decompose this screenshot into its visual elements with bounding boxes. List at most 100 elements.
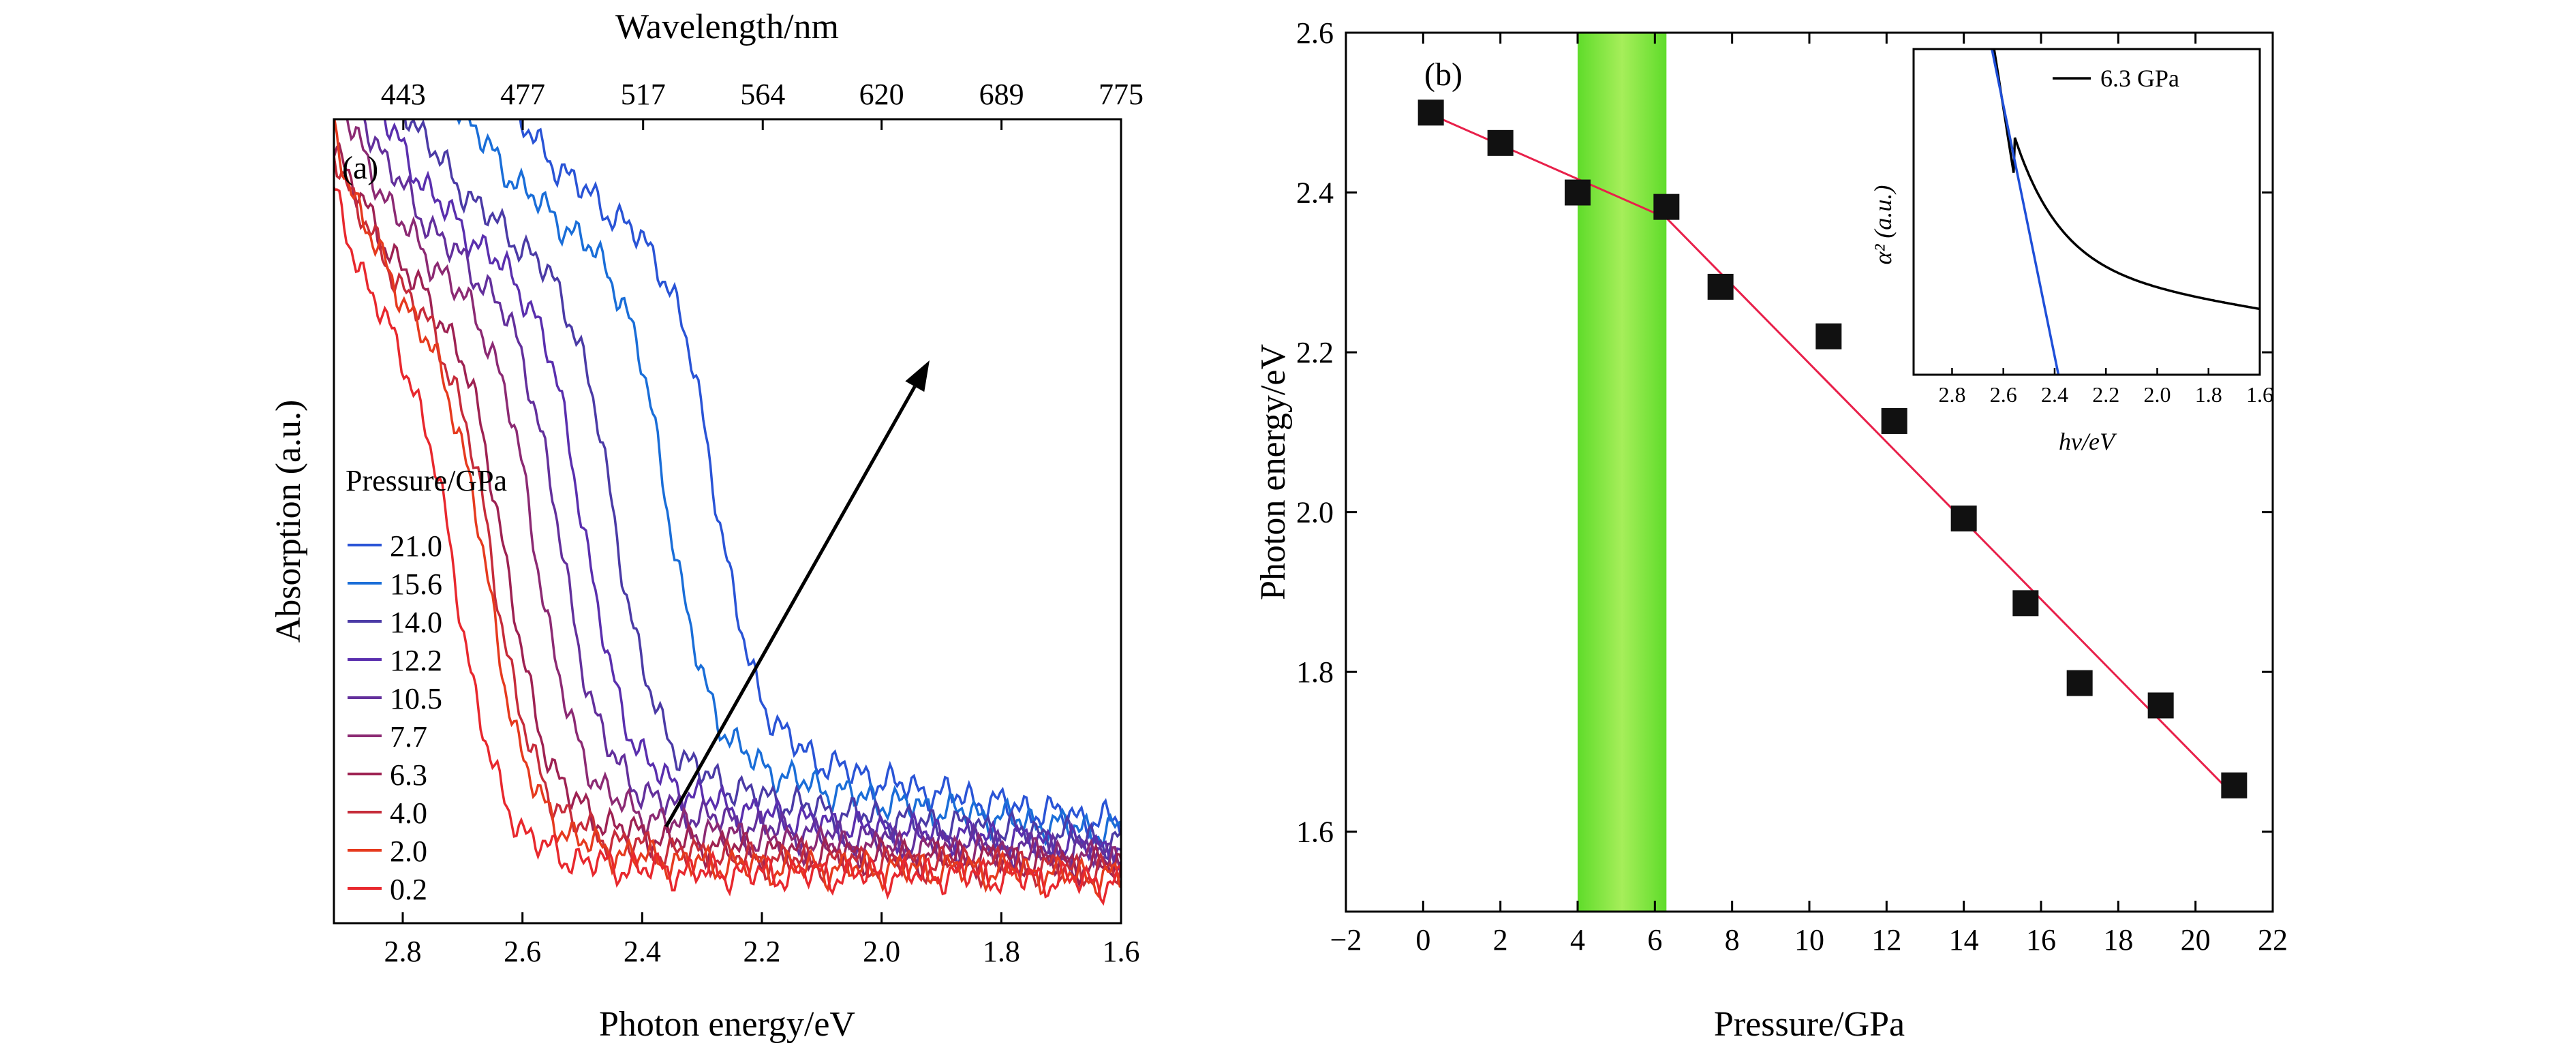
absorption-series-7.7 — [346, 119, 1121, 883]
inset-x-tick-label: 1.6 — [2246, 382, 2273, 407]
data-point — [1881, 407, 1907, 434]
y-tick-label: 2.0 — [1296, 496, 1334, 529]
panel-a-x-ticks: 2.8 2.6 2.4 2.2 2.0 1.8 1.6 — [384, 912, 1140, 968]
absorption-series-10.5 — [363, 119, 1121, 873]
data-point — [2012, 590, 2039, 617]
legend-entry: 21.0 — [390, 529, 442, 563]
inset-x-tick-label: 2.0 — [2143, 382, 2171, 407]
fit-lines — [1422, 110, 2235, 797]
x-tick-label: 1.8 — [983, 935, 1020, 968]
legend-entry: 12.2 — [390, 644, 442, 677]
panel-a-frame — [333, 118, 1122, 925]
x-tick-label: 22 — [2258, 923, 2288, 957]
absorption-series-6.3 — [334, 142, 1121, 888]
inset-frame — [1912, 48, 2261, 376]
x-tick-label: 2.6 — [504, 935, 541, 968]
legend-entry: 4.0 — [390, 796, 427, 830]
x-tick-label: 0 — [1415, 923, 1430, 957]
x-tick-label: 2.4 — [624, 935, 661, 968]
x-tick-label: 8 — [1725, 923, 1740, 957]
panel-a-y-axis-title: Absorption (a.u.) — [269, 400, 308, 643]
pressure-trend-arrow — [664, 360, 930, 828]
panel-b-x-ticks: −2 0 2 4 6 8 10 12 14 16 18 20 22 — [1330, 33, 2288, 957]
y-tick-label: 2.2 — [1296, 336, 1334, 369]
panel-a: 2.8 2.6 2.4 2.2 2.0 1.8 1.6 443 477 517 564 620 689… — [269, 7, 1144, 1044]
x-tick-label: 4 — [1570, 923, 1585, 957]
absorption-series-12.2 — [383, 119, 1121, 869]
y-tick-label: 2.4 — [1296, 176, 1334, 210]
data-point — [1950, 506, 1977, 532]
inset-x-tick-label: 2.8 — [1938, 382, 1965, 407]
x-tick-label: 1.6 — [1103, 935, 1140, 968]
inset-tangent-line — [1991, 49, 2060, 375]
data-point — [2221, 772, 2248, 799]
inset-x-tick-label: 2.4 — [2041, 382, 2068, 407]
data-points — [1417, 99, 2248, 799]
legend-title: Pressure/GPa — [346, 464, 507, 497]
legend-entry: 14.0 — [390, 606, 442, 639]
y-tick-label: 1.8 — [1296, 655, 1334, 689]
y-tick-label: 1.6 — [1296, 816, 1334, 849]
arrow-head — [905, 360, 930, 392]
arrow-shaft — [664, 386, 917, 828]
x-tick-label: 2.2 — [743, 935, 781, 968]
x-tick-label: 16 — [2026, 923, 2056, 957]
data-point — [2066, 670, 2093, 696]
x-tick-label: −2 — [1330, 923, 1362, 957]
inset-x-tick-label: 2.6 — [1990, 382, 2017, 407]
top-tick-label: 477 — [500, 78, 545, 111]
transition-band — [1578, 33, 1667, 912]
absorption-series-4.0 — [334, 146, 1121, 890]
legend-entry: 7.7 — [390, 720, 427, 754]
panel-b: −2 0 2 4 6 8 10 12 14 16 18 20 22 1.6 1.8 2.0 2.2 2.4 2.6… — [1254, 16, 2288, 1044]
x-tick-label: 18 — [2103, 923, 2133, 957]
fit-line — [1666, 217, 2235, 797]
legend-entry: 6.3 — [390, 758, 427, 792]
x-tick-label: 20 — [2181, 923, 2211, 957]
absorption-series-0.2 — [334, 183, 1121, 906]
legend-entry: 2.0 — [390, 835, 427, 868]
panel-a-label: (a) — [342, 150, 378, 186]
inset-x-tick-label: 1.8 — [2195, 382, 2222, 407]
top-tick-label: 689 — [979, 78, 1024, 111]
top-tick-label: 443 — [381, 78, 426, 111]
panel-b-y-ticks: 1.6 1.8 2.0 2.2 2.4 2.6 — [1296, 16, 2273, 849]
panel-a-top-axis-title: Wavelength/nm — [615, 7, 839, 46]
data-point — [2147, 692, 2174, 719]
legend-entry: 15.6 — [390, 568, 442, 601]
panel-b-label: (b) — [1424, 57, 1462, 93]
absorption-series-21.0 — [519, 119, 1121, 840]
inset-x-axis-title: hν/eV — [2059, 428, 2117, 455]
x-tick-label: 12 — [1871, 923, 1901, 957]
panel-b-y-axis-title: Photon energy/eV — [1254, 344, 1293, 600]
legend-entry: 10.5 — [390, 682, 442, 715]
top-tick-label: 564 — [740, 78, 785, 111]
x-tick-label: 6 — [1647, 923, 1662, 957]
top-tick-label: 517 — [621, 78, 666, 111]
data-point — [1653, 193, 1680, 220]
fit-line — [1422, 110, 1667, 219]
x-tick-label: 2.0 — [863, 935, 900, 968]
inset-legend-label: 6.3 GPa — [2100, 65, 2179, 92]
legend: 21.0 15.6 14.0 12.2 10.5 7.7 6.3 4.0 2.0 0.2 — [348, 529, 442, 906]
absorption-series-15.6 — [457, 119, 1121, 847]
inset-absorption-curve — [1993, 49, 2260, 311]
top-tick-label: 775 — [1099, 78, 1144, 111]
inset-background — [1914, 49, 2260, 375]
y-tick-label: 2.6 — [1296, 16, 1334, 50]
legend-entry: 0.2 — [390, 873, 427, 906]
inset-y-axis-title: α² (a.u.) — [1869, 185, 1897, 265]
x-tick-label: 2.8 — [384, 935, 422, 968]
panel-b-x-axis-title: Pressure/GPa — [1714, 1005, 1905, 1044]
x-tick-label: 2 — [1493, 923, 1508, 957]
x-tick-label: 14 — [1949, 923, 1979, 957]
panel-a-x-axis-title: Photon energy/eV — [599, 1005, 855, 1044]
data-point — [1417, 99, 1444, 126]
data-point — [1815, 323, 1842, 350]
x-tick-label: 10 — [1794, 923, 1824, 957]
inset-plot: 6.3 GPa 2.8 2.6 2.4 2.2 2.0 1.8 1.6 hν/eV α² (… — [1869, 48, 2273, 455]
top-tick-label: 620 — [859, 78, 904, 111]
data-point — [1487, 129, 1514, 156]
absorption-curves — [334, 119, 1121, 906]
